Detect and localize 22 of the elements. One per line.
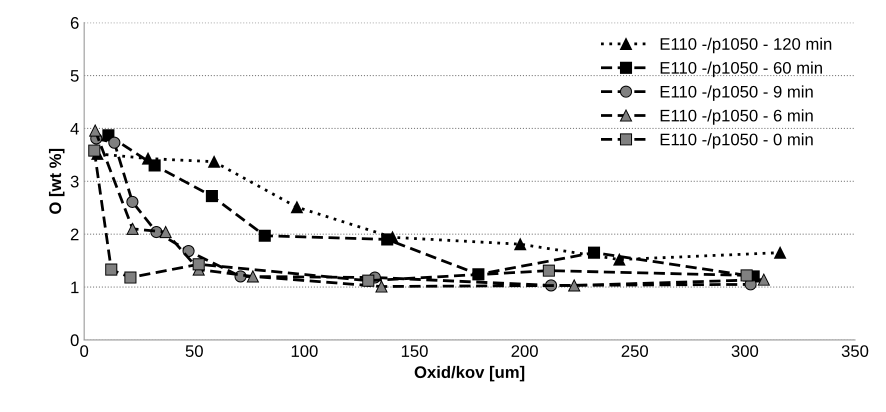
- legend-label: E110 -/p1050 - 0 min: [660, 133, 813, 149]
- y-tick-label: 4: [70, 122, 79, 134]
- legend-label: E110 -/p1050 - 120 min: [660, 38, 832, 54]
- legend-label: E110 -/p1050 - 9 min: [660, 85, 813, 101]
- x-tick-label: 200: [512, 345, 538, 358]
- x-tick-label: 150: [402, 345, 428, 358]
- y-tick-label: 6: [70, 17, 79, 29]
- x-axis-title: Oxid/kov [um]: [414, 366, 524, 382]
- legend-label: E110 -/p1050 - 6 min: [660, 109, 813, 125]
- x-tick-label: 50: [186, 345, 203, 358]
- legend-label: E110 -/p1050 - 60 min: [660, 62, 822, 78]
- y-axis-title: O [wt %]: [48, 148, 64, 214]
- y-tick-label: 5: [70, 70, 79, 82]
- x-tick-label: 0: [80, 345, 88, 358]
- y-tick-label: 1: [71, 282, 78, 294]
- y-tick-label: 3: [70, 176, 79, 188]
- y-tick-label: 2: [70, 228, 78, 240]
- x-tick-label: 300: [732, 345, 758, 358]
- y-tick-label: 0: [70, 334, 79, 346]
- x-tick-label: 100: [292, 345, 318, 358]
- x-tick-label: 250: [622, 345, 648, 358]
- x-tick-label: 350: [842, 345, 868, 358]
